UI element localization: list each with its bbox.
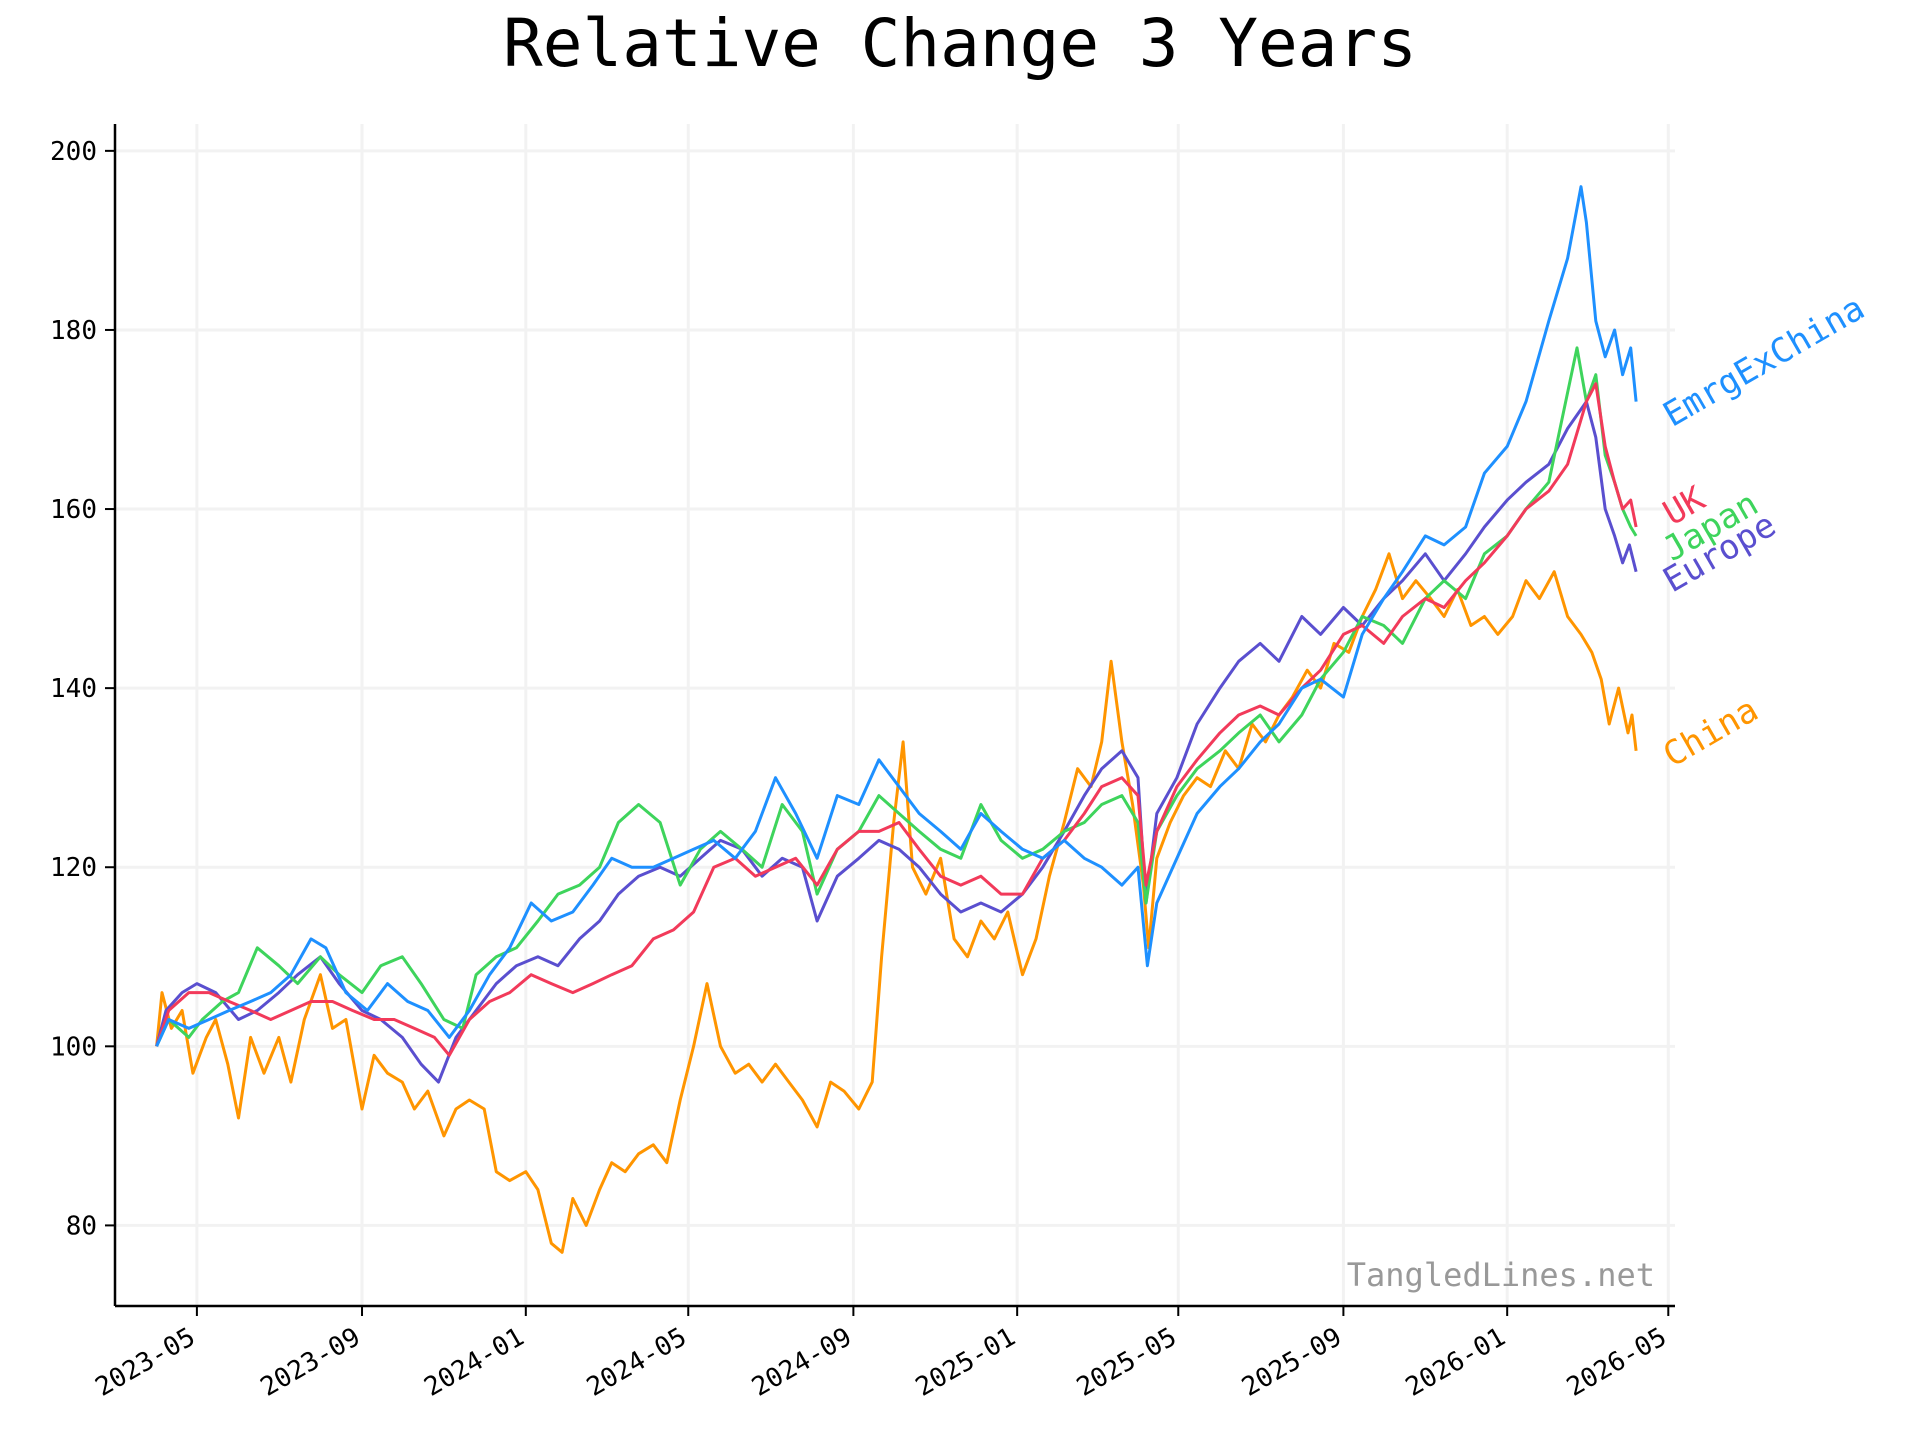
y-tick-label: 100 <box>50 1032 97 1062</box>
y-tick-label: 140 <box>50 674 97 704</box>
axes <box>113 124 1675 1308</box>
watermark: TangledLines.net <box>1347 1256 1655 1294</box>
chart-title: Relative Change 3 Years <box>503 5 1417 82</box>
grid <box>115 124 1675 1306</box>
y-tick-label: 120 <box>50 853 97 883</box>
y-tick-label: 180 <box>50 316 97 346</box>
y-tick-label: 160 <box>50 495 97 525</box>
series-line-china <box>155 552 1638 1254</box>
series-line-japan <box>155 346 1638 1047</box>
series-lines <box>155 185 1638 1254</box>
y-tick-label: 80 <box>66 1211 97 1241</box>
y-ticks: 80 100 120 140 160 180 200 <box>50 137 115 1241</box>
series-line-uk <box>155 382 1638 1057</box>
y-tick-label: 200 <box>50 137 97 167</box>
series-line-emrgexchina <box>155 185 1638 1047</box>
series-line-europe <box>155 400 1638 1084</box>
